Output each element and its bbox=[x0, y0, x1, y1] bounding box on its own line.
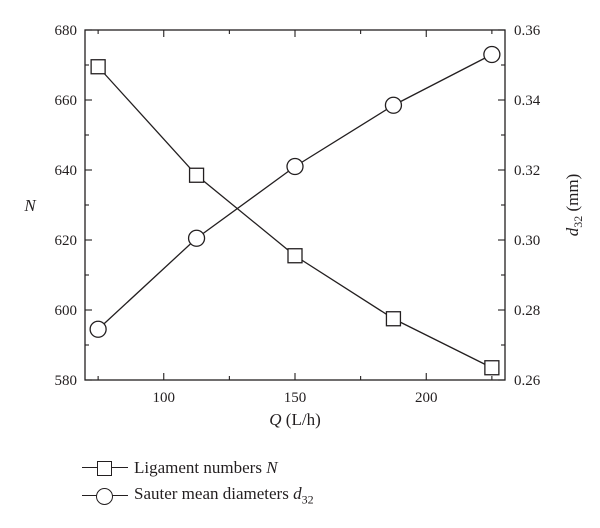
circle-marker-icon bbox=[82, 486, 128, 506]
data-point-circle bbox=[187, 229, 206, 247]
data-point-circle bbox=[384, 96, 403, 114]
y-right-tick-label: 0.26 bbox=[514, 373, 541, 389]
y-left-axis-label: N bbox=[23, 196, 37, 215]
x-axis-label: Q (L/h) bbox=[269, 410, 320, 429]
x-tick-label: 150 bbox=[284, 390, 307, 406]
legend-label-sauter: Sauter mean diameters d32 bbox=[134, 484, 314, 507]
data-point-circle bbox=[483, 45, 501, 64]
legend-item-sauter: Sauter mean diameters d32 bbox=[82, 484, 314, 507]
y-right-axis-label: d32 (mm) bbox=[563, 174, 585, 237]
y-right-tick-label: 0.32 bbox=[514, 163, 540, 179]
y-right-tick-label: 0.34 bbox=[514, 93, 541, 109]
x-tick-label: 200 bbox=[415, 390, 438, 406]
data-point-square bbox=[484, 360, 500, 376]
y-left-tick-label: 660 bbox=[55, 93, 78, 109]
y-left-tick-label: 580 bbox=[55, 373, 78, 389]
y-left-tick-label: 620 bbox=[55, 233, 78, 249]
data-point-square bbox=[188, 167, 205, 183]
legend-item-ligament: Ligament numbers N bbox=[82, 458, 278, 478]
y-left-tick-label: 680 bbox=[55, 23, 78, 39]
y-left-tick-label: 640 bbox=[55, 163, 78, 179]
x-tick-label: 100 bbox=[153, 390, 176, 406]
series-line-ligament bbox=[97, 66, 493, 369]
data-point-square bbox=[385, 311, 402, 327]
y-right-tick-label: 0.30 bbox=[514, 233, 540, 249]
series-line-sauter bbox=[97, 53, 493, 330]
data-point-square bbox=[287, 248, 303, 264]
data-point-square bbox=[90, 59, 106, 75]
square-marker-icon bbox=[82, 458, 128, 478]
data-point-circle bbox=[89, 320, 107, 338]
data-point-circle bbox=[286, 157, 304, 176]
y-right-tick-label: 0.28 bbox=[514, 303, 540, 319]
legend-label-ligament: Ligament numbers N bbox=[134, 458, 278, 477]
plot-frame bbox=[84, 29, 506, 381]
y-right-tick-label: 0.36 bbox=[514, 23, 541, 39]
y-left-tick-label: 600 bbox=[55, 303, 78, 319]
